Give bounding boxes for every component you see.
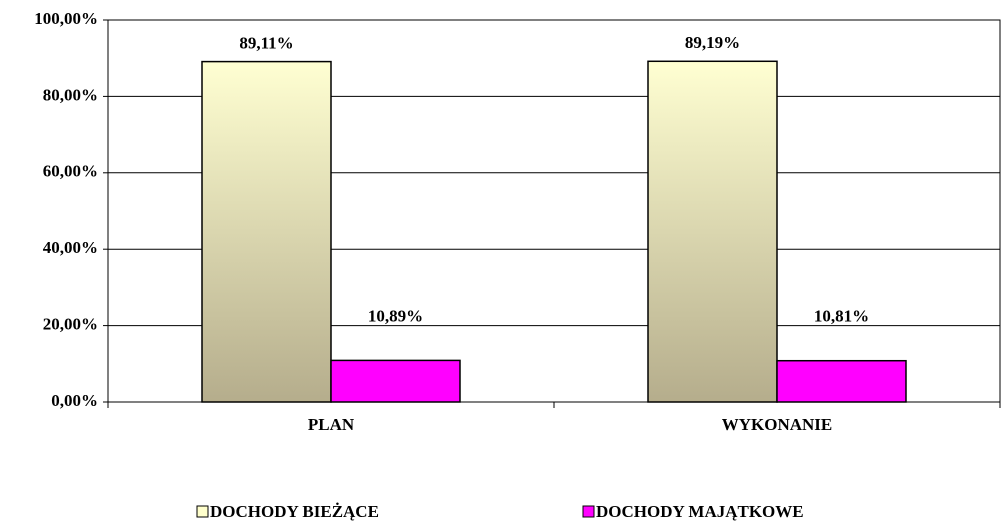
- y-tick-label: 0,00%: [51, 391, 98, 410]
- y-tick-label: 40,00%: [43, 238, 98, 257]
- legend-swatch: [582, 505, 595, 518]
- y-tick-label: 20,00%: [43, 315, 98, 334]
- bar: [201, 60, 332, 403]
- y-tick-label: 60,00%: [43, 162, 98, 181]
- y-tick-label: 100,00%: [34, 9, 98, 28]
- y-tick-label: 80,00%: [43, 85, 98, 104]
- data-label: 89,19%: [685, 33, 740, 52]
- bar: [330, 359, 461, 403]
- data-label: 10,81%: [814, 307, 869, 326]
- data-label: 10,89%: [368, 307, 423, 326]
- bar: [776, 359, 907, 403]
- legend-swatch: [196, 505, 209, 518]
- x-tick-label: WYKONANIE: [722, 415, 833, 434]
- legend-label: DOCHODY MAJĄTKOWE: [596, 502, 804, 521]
- legend-label: DOCHODY BIEŻĄCE: [210, 502, 379, 521]
- data-label: 89,11%: [239, 34, 293, 53]
- bar: [647, 60, 778, 403]
- x-tick-label: PLAN: [308, 415, 355, 434]
